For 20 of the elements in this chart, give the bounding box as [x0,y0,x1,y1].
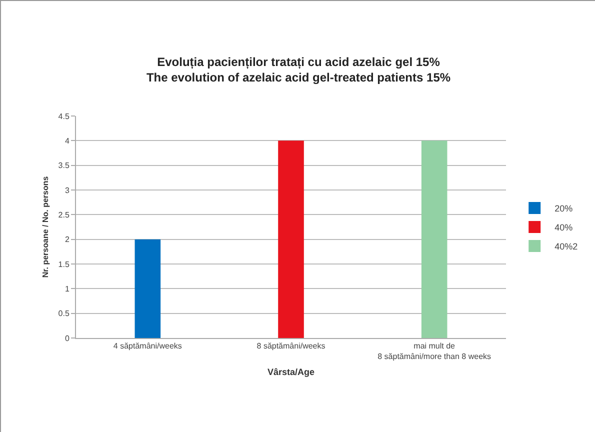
chart-subtitle: The evolution of azelaic acid gel-treated patients 15% [146,70,451,84]
y-tick-label: 2 [64,235,70,244]
y-axis-title: Nr. persoane / No. persons [40,176,50,278]
y-tick-label: 4.5 [58,112,70,121]
y-tick-label: 1 [64,284,70,294]
legend-label: 40%2 [554,242,578,252]
x-tick-label: 4 săptămâni/weeks [113,342,182,351]
y-tick-label: 0 [64,334,70,343]
x-axis-title: Vârsta/Age [267,366,315,377]
y-tick-label: 0.5 [58,309,70,318]
legend-label: 20% [554,204,573,214]
y-tick-label: 4 [64,136,70,146]
legend-label: 40% [554,222,573,233]
y-tick-label: 3.5 [58,161,70,170]
x-tick-label: 8 săptămâni/weeks [256,342,326,351]
y-tick-label: 1.5 [58,260,70,269]
y-tick-label: 2.5 [58,210,70,220]
y-tick-label: 3 [64,186,70,195]
x-tick-label: mai mult de 8 săptămâni/more than 8 weeks [378,342,492,361]
chart-title: Evoluția pacienților tratați cu acid azelaic gel 15% [157,54,440,69]
